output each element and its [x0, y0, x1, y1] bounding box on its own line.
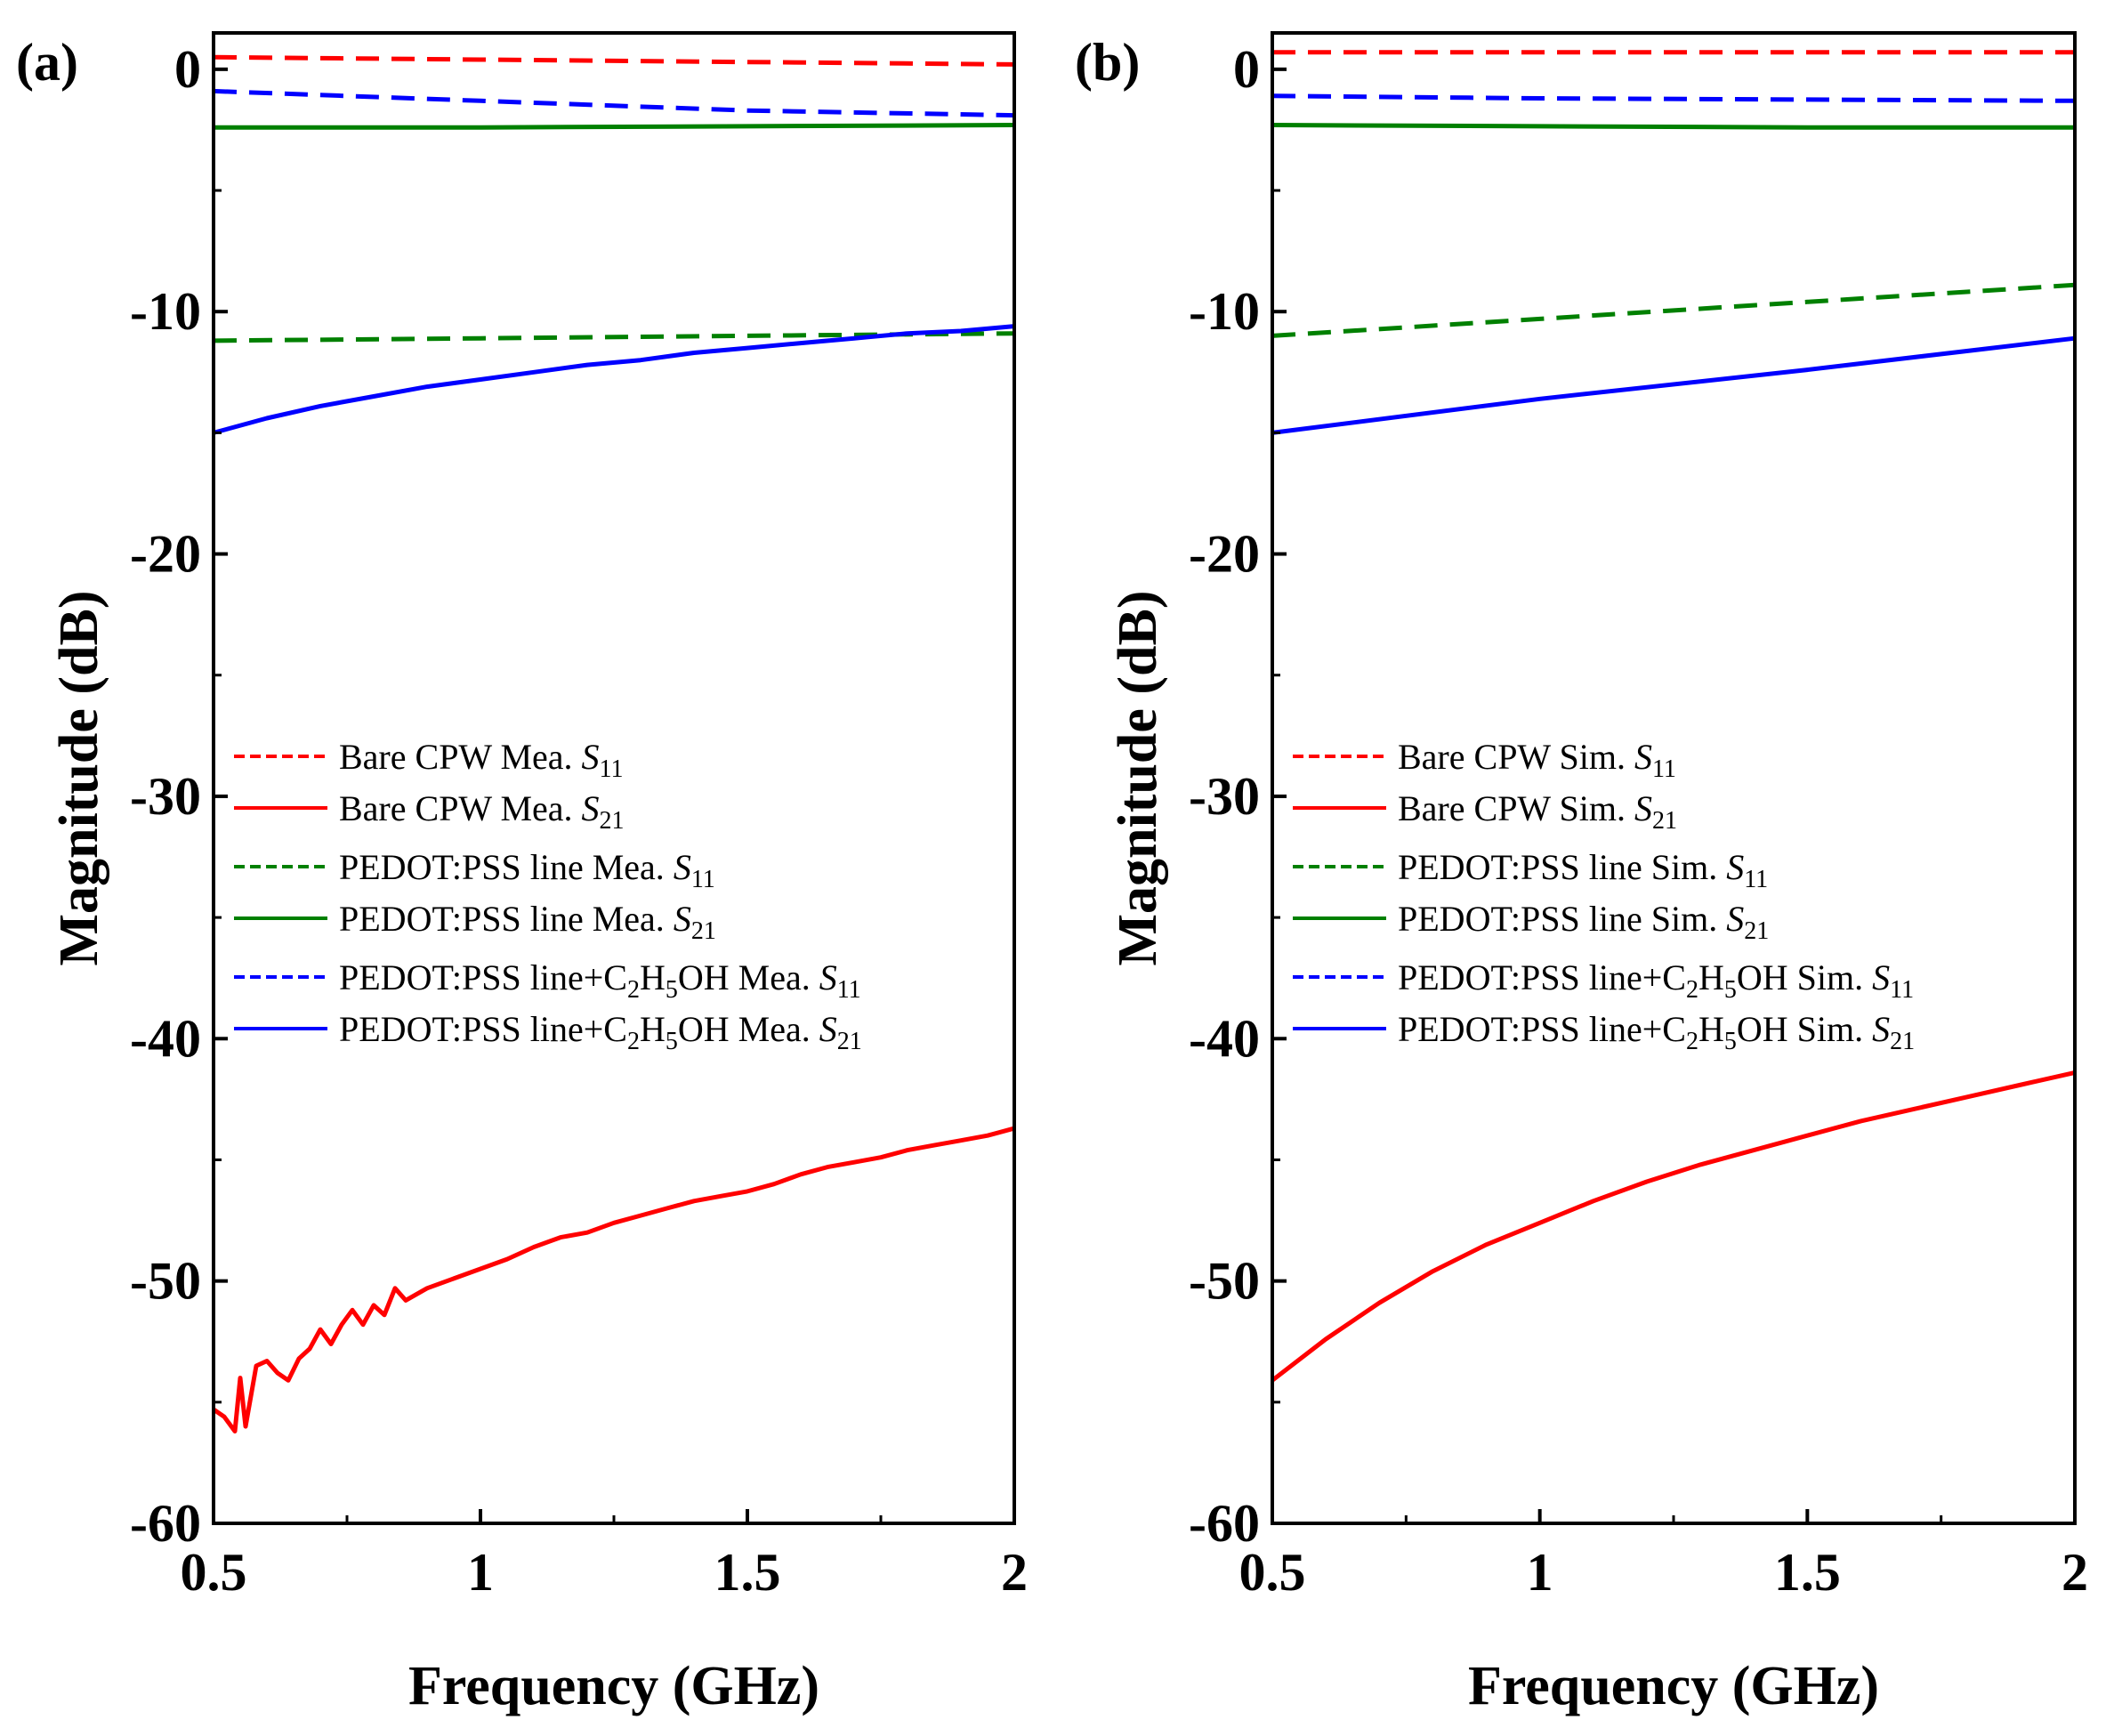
series-line-2 [1271, 282, 2076, 338]
y-tick-label: -20 [130, 525, 201, 584]
y-axis-title: Magnitude (dB) [1108, 591, 1168, 966]
y-tick-label: -20 [1189, 525, 1260, 584]
x-tick-label: 0.5 [1239, 1543, 1306, 1602]
x-axis-title: Frequency (GHz) [408, 1656, 819, 1716]
legend-entry: PEDOT:PSS line Mea. S11 [339, 847, 715, 893]
y-tick-label: -30 [1189, 767, 1260, 826]
series-line-2 [213, 331, 1015, 343]
legend-entry: PEDOT:PSS line+C2H5OH Mea. S11 [339, 957, 861, 1004]
series-line-4 [213, 88, 1015, 118]
x-tick-label: 1.5 [714, 1543, 781, 1602]
legend-entry: PEDOT:PSS line+C2H5OH Sim. S21 [1398, 1009, 1915, 1055]
legend-entry: PEDOT:PSS line Mea. S21 [339, 899, 716, 945]
legend-entry: PEDOT:PSS line+C2H5OH Sim. S11 [1398, 957, 1914, 1004]
legend-entry: Bare CPW Mea. S21 [339, 788, 625, 835]
legend-entry: Bare CPW Mea. S11 [339, 737, 624, 783]
series-line-3 [214, 123, 1015, 130]
y-tick-label: -40 [130, 1009, 201, 1068]
y-tick-label: 0 [1233, 40, 1260, 99]
y-tick-label: -30 [130, 767, 201, 826]
series-line-5 [213, 324, 1015, 435]
y-tick-label: -10 [130, 282, 201, 341]
y-tick-label: -40 [1189, 1009, 1260, 1068]
series-line-1 [212, 1126, 1015, 1433]
legend-entry: PEDOT:PSS line Sim. S21 [1398, 899, 1769, 945]
series-line-0 [213, 54, 1015, 67]
panel-label: (a) [16, 33, 78, 92]
legend-entry: PEDOT:PSS line Sim. S11 [1398, 847, 1768, 893]
legend-entry: PEDOT:PSS line+C2H5OH Mea. S21 [339, 1009, 862, 1055]
y-tick-label: -50 [1189, 1252, 1260, 1311]
x-axis-title: Frequency (GHz) [1468, 1656, 1879, 1716]
legend: Bare CPW Mea. S11 Bare CPW Mea. S21 PEDOT:… [234, 737, 862, 1055]
series-line-5 [1271, 335, 2076, 435]
legend-entry: Bare CPW Sim. S21 [1398, 788, 1677, 835]
chart-panel-a: 0 -10 -20 -30 -40 -50 -600.5 1 1.5 2 Frequency (GH… [16, 31, 1028, 1716]
series-line-1 [1271, 1070, 2076, 1383]
panel-label: (b) [1075, 33, 1140, 92]
legend: Bare CPW Sim. S11 Bare CPW Sim. S21 PEDOT:… [1293, 737, 1915, 1055]
x-tick-label: 1.5 [1774, 1543, 1841, 1602]
y-tick-label: -50 [130, 1252, 201, 1311]
x-tick-label: 1 [467, 1543, 494, 1602]
y-axis-title: Magnitude (dB) [49, 591, 109, 966]
y-tick-label: 0 [174, 40, 201, 99]
x-tick-label: 0.5 [181, 1543, 247, 1602]
series-line-4 [1271, 93, 2076, 103]
y-tick-label: -60 [1189, 1494, 1260, 1553]
x-tick-label: 1 [1527, 1543, 1553, 1602]
x-tick-label: 2 [2062, 1543, 2088, 1602]
y-tick-label: -10 [1189, 282, 1260, 341]
y-tick-label: -60 [130, 1494, 201, 1553]
chart-panel-b: 0 -10 -20 -30 -40 -50 -600.5 1 1.5 2 Frequency (GH… [1075, 31, 2088, 1716]
series-line-3 [1271, 123, 2075, 130]
legend-entry: Bare CPW Sim. S11 [1398, 737, 1676, 783]
x-tick-label: 2 [1001, 1543, 1028, 1602]
